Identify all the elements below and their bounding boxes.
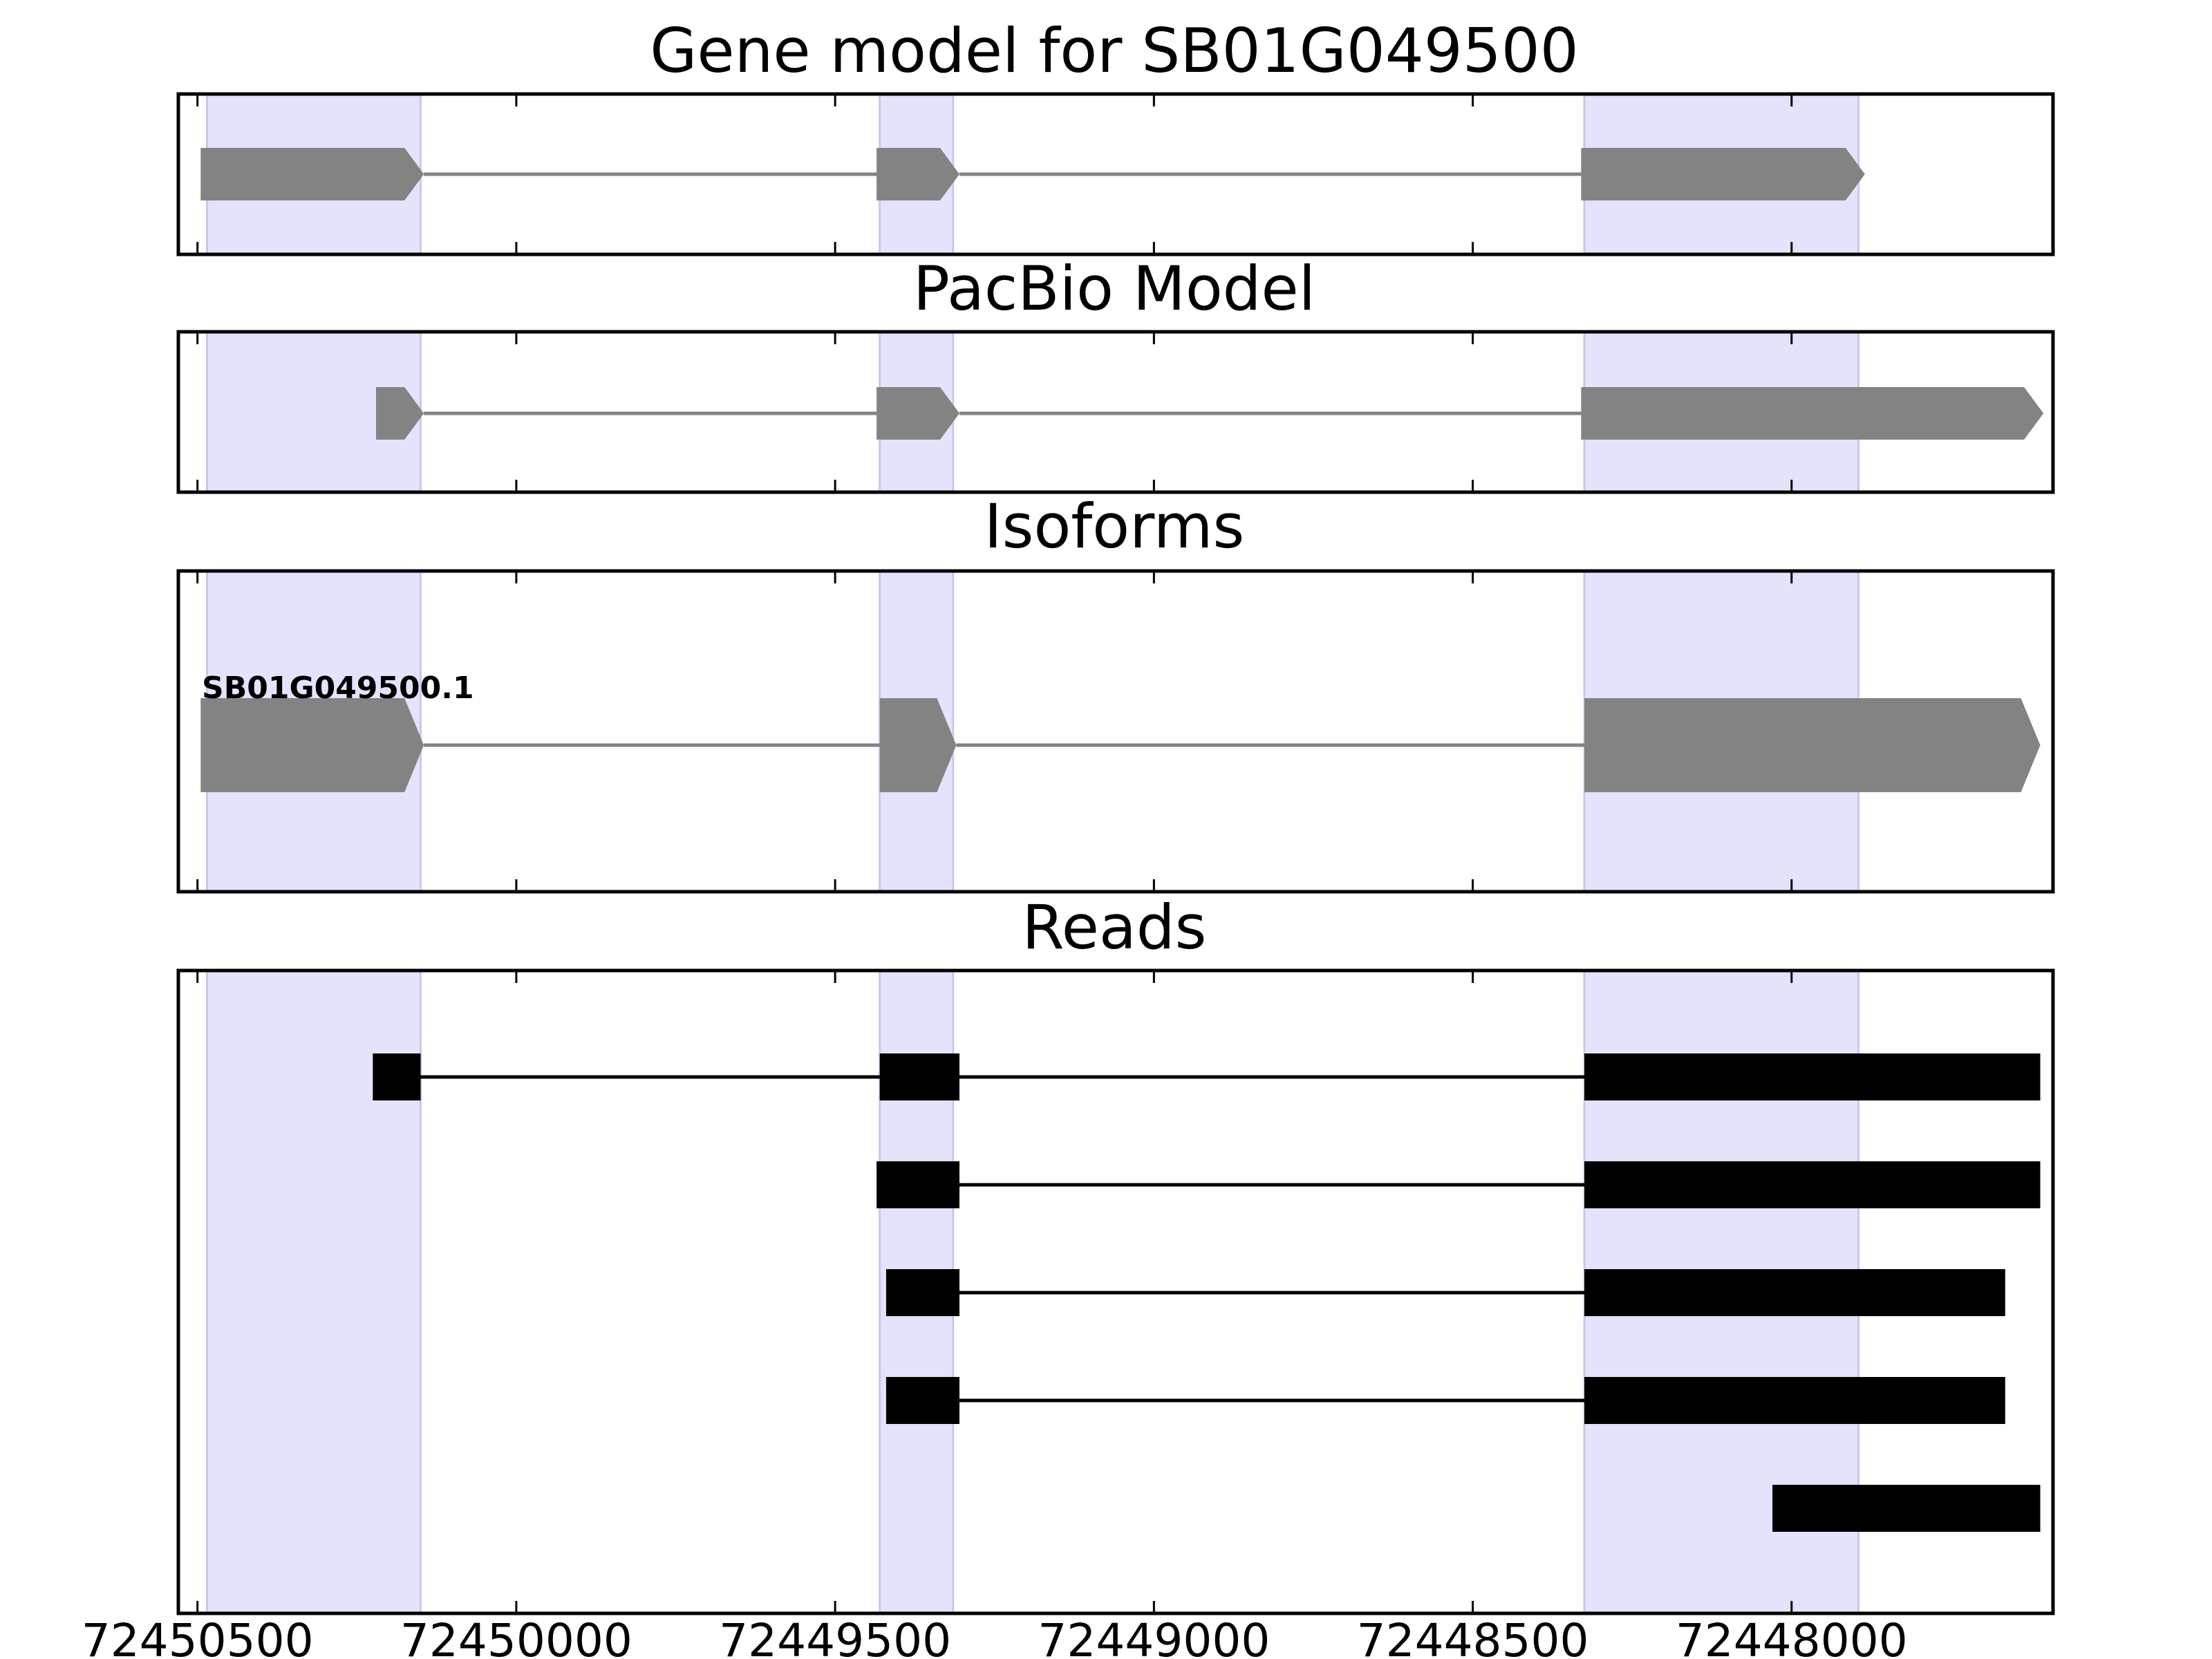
gene-model-tracks <box>200 148 1865 200</box>
x-ticks <box>196 571 1793 892</box>
isoform-label: SB01G049500.1 <box>202 671 474 706</box>
exon-arrow <box>1581 387 2044 440</box>
x-tick-label: 72448500 <box>1357 1614 1589 1659</box>
panel-title-reads: Reads <box>1022 892 1207 963</box>
read-exon <box>1772 1485 2041 1532</box>
panel-frame <box>176 330 2055 494</box>
x-tick-label: 72449000 <box>1038 1614 1270 1659</box>
read-tracks <box>373 1053 2041 1532</box>
x-tick-label: 72450500 <box>82 1614 314 1659</box>
exon-arrow <box>877 387 959 440</box>
exon-arrow <box>877 148 959 200</box>
read-exon <box>1584 1377 2005 1424</box>
panel-title-gene-model: Gene model for SB01G049500 <box>650 15 1579 86</box>
exon-arrow <box>200 148 424 200</box>
panel-pacbio-model: PacBio Model <box>176 253 2055 494</box>
read-exon <box>885 1269 959 1316</box>
x-tick-label: 72448000 <box>1676 1614 1908 1659</box>
panel-reads: Reads 72450500 72450000 72449500 72449000 72… <box>82 892 2055 1659</box>
x-tick-label: 72450000 <box>400 1614 632 1659</box>
panel-title-pacbio-model: PacBio Model <box>913 253 1315 324</box>
exon-arrow <box>375 387 424 440</box>
exon-arrow <box>879 698 957 792</box>
x-ticks <box>196 332 1793 492</box>
exon-arrow <box>1584 698 2041 792</box>
read-exon <box>1584 1269 2005 1316</box>
x-ticks <box>196 94 1793 254</box>
x-tick-labels: 72450500 72450000 72449500 72449000 72448500… <box>82 1614 1908 1659</box>
read-exon <box>877 1161 959 1208</box>
panel-frame <box>176 92 2055 256</box>
read-exon <box>879 1053 959 1100</box>
panel-frame <box>176 569 2055 894</box>
read-exon <box>885 1377 959 1424</box>
exon-arrow <box>1581 148 1865 200</box>
panel-gene-model: Gene model for SB01G049500 <box>176 15 2055 256</box>
read-exon <box>1584 1161 2041 1208</box>
x-tick-label: 72449500 <box>719 1614 951 1659</box>
panel-isoforms: Isoforms SB01G049500.1 <box>176 491 2055 894</box>
read-exon <box>373 1053 421 1100</box>
exon-arrow <box>200 698 424 792</box>
isoform-tracks <box>200 698 2041 792</box>
x-ticks <box>196 971 1793 1613</box>
panel-frame <box>176 968 2055 1615</box>
panel-title-isoforms: Isoforms <box>984 491 1245 562</box>
pacbio-model-tracks <box>375 387 2044 440</box>
read-exon <box>1584 1053 2041 1100</box>
